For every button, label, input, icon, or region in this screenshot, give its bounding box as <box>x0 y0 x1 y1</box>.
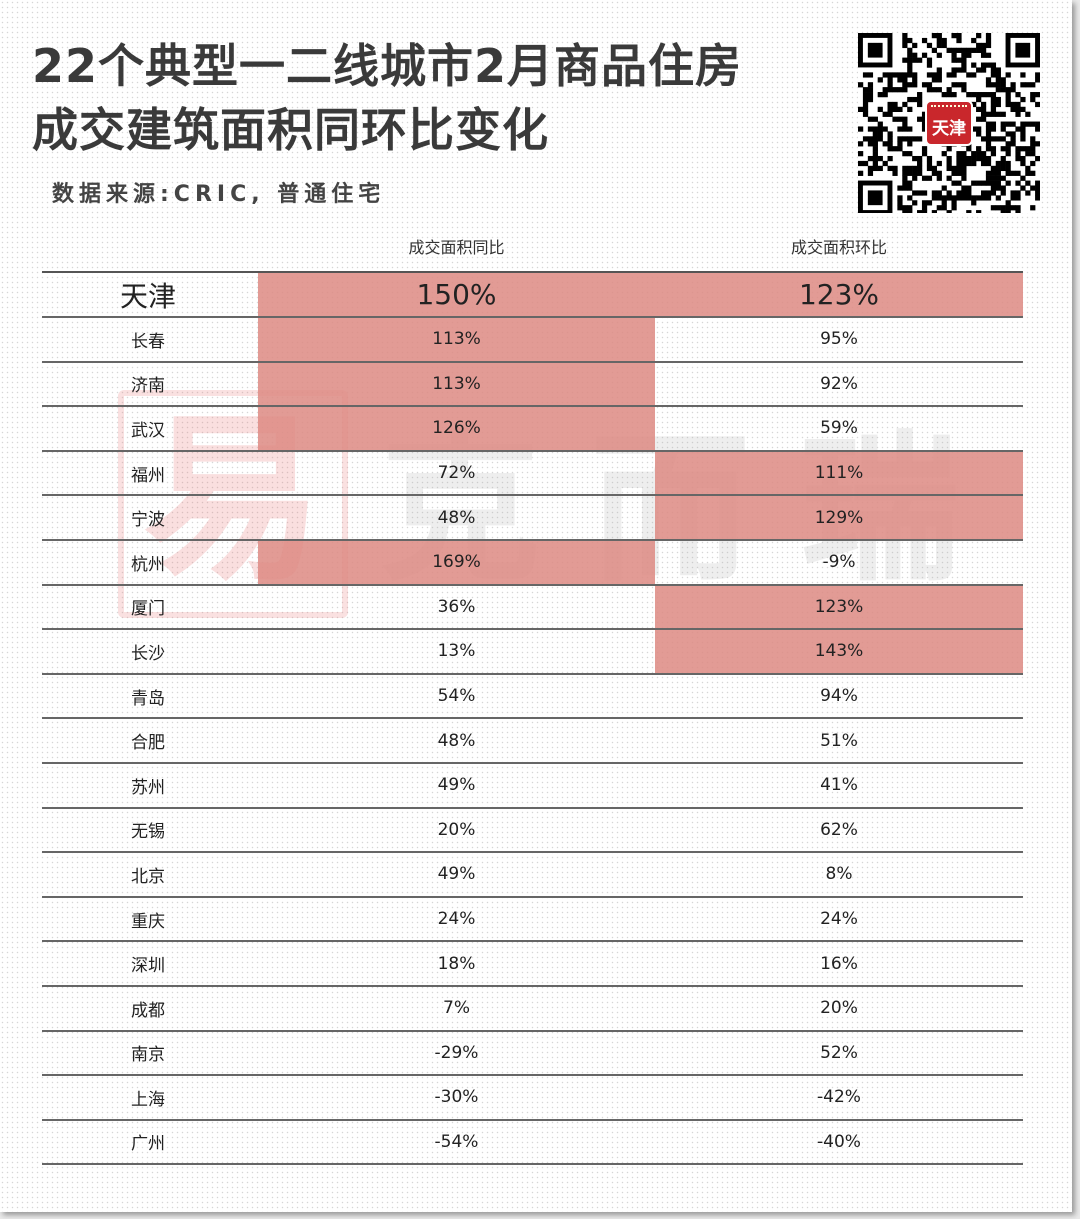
page-title: 22个典型一二线城市2月商品住房 成交建筑面积同环比变化 <box>32 34 742 162</box>
mom-value: -42% <box>817 1087 861 1108</box>
table-row: 苏州 49% 41% <box>42 764 1023 809</box>
mom-value: 111% <box>655 451 1023 495</box>
city-name: 无锡 <box>131 822 165 843</box>
mom-value: 41% <box>820 775 858 796</box>
yoy-value: 20% <box>437 819 476 840</box>
qr-pattern-icon <box>858 33 1040 213</box>
yoy-value: 113% <box>258 362 655 406</box>
mom-value: 123% <box>655 273 1023 316</box>
mom-value: 52% <box>820 1042 858 1063</box>
yoy-value: 150% <box>258 273 655 316</box>
city-data-table: 天津 150% 123% 长春 113% 95% 济南 113% 92% 武汉 126% 59%… <box>42 271 1023 1166</box>
mom-value: 62% <box>820 819 858 840</box>
qr-badge-label: 天津 <box>932 119 966 139</box>
column-header-yoy: 成交面积同比 <box>408 238 505 257</box>
table-row: 深圳 18% 16% <box>42 942 1023 987</box>
yoy-value: 48% <box>437 730 476 751</box>
table-row: 无锡 20% 62% <box>42 809 1023 854</box>
table-row: 杭州 169% -9% <box>42 540 1023 586</box>
table-row: 上海 -30% -42% <box>42 1076 1023 1121</box>
mom-value: 20% <box>820 998 858 1019</box>
mom-value: -40% <box>817 1131 861 1152</box>
title-line-1: 22个典型一二线城市2月商品住房 <box>32 39 743 93</box>
city-name: 苏州 <box>131 777 165 798</box>
yoy-value: -30% <box>434 1087 479 1108</box>
table-row: 厦门 36% 123% <box>42 585 1023 631</box>
yoy-value: 13% <box>437 641 476 662</box>
city-name: 深圳 <box>131 956 165 977</box>
city-name: 宁波 <box>131 510 165 531</box>
mom-value: 129% <box>655 496 1023 539</box>
yoy-value: 113% <box>258 318 655 361</box>
yoy-value: 72% <box>437 463 476 484</box>
yoy-value: 24% <box>437 909 476 930</box>
title-line-2: 成交建筑面积同环比变化 <box>32 103 549 157</box>
city-name: 长沙 <box>131 643 165 664</box>
mom-value: 92% <box>820 373 858 394</box>
city-name: 福州 <box>131 465 165 486</box>
yoy-value: 18% <box>437 953 476 974</box>
table-row: 武汉 126% 59% <box>42 407 1023 452</box>
yoy-value: -54% <box>434 1131 479 1152</box>
yoy-value: 49% <box>437 864 476 885</box>
table-row-featured: 天津 150% 123% <box>42 271 1023 318</box>
yoy-value: 36% <box>437 596 476 617</box>
table-row: 成都 7% 20% <box>42 987 1023 1032</box>
column-header-mom: 成交面积环比 <box>790 238 887 257</box>
mom-value: 59% <box>820 418 858 439</box>
city-name: 厦门 <box>131 599 165 620</box>
table-row: 广州 -54% -40% <box>42 1121 1023 1166</box>
mom-value: 24% <box>820 909 858 930</box>
yoy-value: 54% <box>437 686 476 707</box>
table-row: 合肥 48% 51% <box>42 719 1023 764</box>
mom-value: 94% <box>820 686 858 707</box>
qr-logo-badge: 天津 <box>925 100 973 146</box>
city-name: 武汉 <box>131 420 165 441</box>
mom-value: 143% <box>655 630 1023 673</box>
table-row: 福州 72% 111% <box>42 451 1023 497</box>
table-row: 北京 49% 8% <box>42 853 1023 898</box>
yoy-value: -29% <box>434 1042 479 1063</box>
city-name: 重庆 <box>131 911 165 932</box>
table-row: 青岛 54% 94% <box>42 675 1023 720</box>
badge-dots <box>931 105 967 111</box>
table-row: 宁波 48% 129% <box>42 496 1023 541</box>
mom-value: 8% <box>825 864 853 885</box>
yoy-value: 49% <box>437 775 476 796</box>
table-row: 重庆 24% 24% <box>42 898 1023 943</box>
yoy-value: 7% <box>443 998 470 1019</box>
city-name: 长春 <box>131 331 165 352</box>
mom-value: 16% <box>820 953 858 974</box>
city-name: 济南 <box>131 376 165 397</box>
table-row: 长春 113% 95% <box>42 318 1023 363</box>
table-row: 济南 113% 92% <box>42 362 1023 408</box>
city-name: 南京 <box>131 1045 165 1066</box>
table-row: 南京 -29% 52% <box>42 1032 1023 1077</box>
qr-code[interactable]: 天津 <box>858 33 1040 213</box>
city-name: 上海 <box>131 1089 165 1110</box>
mom-value: 51% <box>820 730 858 751</box>
yoy-value: 169% <box>258 540 655 584</box>
mom-value: 123% <box>655 585 1023 629</box>
city-name: 成都 <box>131 1000 165 1021</box>
city-name: 青岛 <box>131 688 165 709</box>
mom-value: 95% <box>820 329 858 350</box>
data-source-note: 数据来源:CRIC, 普通住宅 <box>52 182 386 207</box>
city-name: 广州 <box>131 1134 165 1155</box>
city-name: 合肥 <box>131 733 165 754</box>
mom-value: -9% <box>822 552 856 573</box>
table-row: 长沙 13% 143% <box>42 630 1023 675</box>
yoy-value: 48% <box>437 507 476 528</box>
yoy-value: 126% <box>258 407 655 450</box>
city-name: 北京 <box>131 866 165 887</box>
city-name: 天津 <box>120 279 177 313</box>
city-name: 杭州 <box>131 554 165 575</box>
